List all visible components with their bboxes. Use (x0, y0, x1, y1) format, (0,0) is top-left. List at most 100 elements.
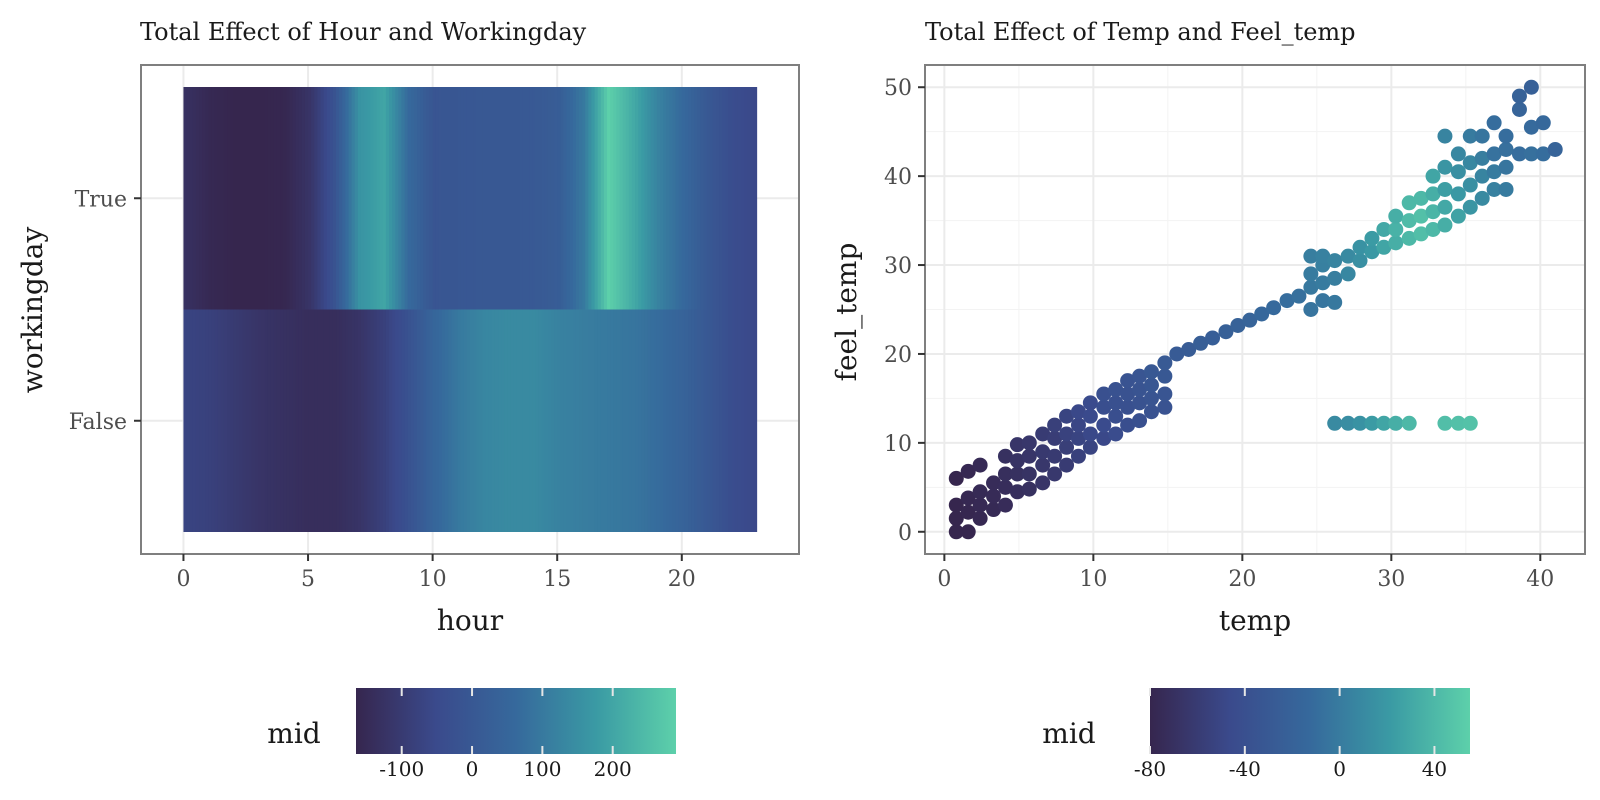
heatmap-cell (650, 309, 655, 532)
scatter-point (1425, 221, 1441, 237)
heatmap-cell (470, 309, 474, 532)
heatmap-cell (672, 87, 677, 310)
heatmap-cell (248, 87, 253, 310)
scatter-point (948, 524, 964, 540)
heatmap-cell (426, 87, 431, 310)
heatmap-cell (398, 87, 403, 310)
heatmap-cell (482, 87, 487, 310)
heatmap-x-tick-label: 10 (419, 567, 447, 592)
heatmap-cell (370, 87, 375, 310)
scatter-point (1388, 415, 1404, 431)
heatmap-cell (360, 309, 365, 532)
scatter-y-tick-label: 50 (884, 76, 912, 101)
heatmap-cell (631, 87, 636, 310)
heatmap-cell (681, 87, 686, 310)
heatmap-cell (404, 87, 409, 310)
heatmap-cell (292, 87, 297, 310)
scatter-point (1070, 430, 1086, 446)
heatmap-cell (423, 309, 427, 532)
heatmap-cell (323, 309, 328, 532)
scatter-point (1462, 128, 1478, 144)
scatter-point (1157, 386, 1173, 402)
heatmap-cell (311, 309, 315, 532)
heatmap-cell (719, 309, 723, 532)
heatmap-legend-tick-label: 100 (523, 757, 561, 781)
scatter-point (948, 470, 964, 486)
scatter-point (1388, 235, 1404, 251)
heatmap-cell (544, 309, 549, 532)
heatmap-cell (329, 87, 334, 310)
scatter-point (986, 502, 1002, 518)
heatmap-cell (183, 309, 188, 532)
heatmap-cell (357, 87, 362, 310)
scatter-point (960, 504, 976, 520)
scatter-point (972, 497, 988, 513)
heatmap-cell (214, 309, 219, 532)
heatmap-cell (591, 87, 596, 310)
heatmap-cell (258, 87, 262, 310)
heatmap-cell (345, 87, 350, 310)
heatmap-cell (750, 87, 755, 310)
scatter-points (948, 79, 1563, 540)
scatter-point (1376, 221, 1392, 237)
heatmap-cell (308, 87, 312, 310)
scatter-point (1511, 101, 1527, 117)
heatmap-cell (320, 309, 325, 532)
heatmap-cell (494, 309, 499, 532)
scatter-point (997, 497, 1013, 513)
heatmap-cell (326, 309, 331, 532)
heatmap-cell (466, 309, 471, 532)
heatmap-cell (498, 87, 502, 310)
heatmap-cell (295, 309, 300, 532)
heatmap-cell (401, 87, 406, 310)
scatter-panel-border (924, 64, 1586, 555)
heatmap-cell (579, 309, 583, 532)
scatter-point (1401, 230, 1417, 246)
heatmap-cell (463, 87, 468, 310)
heatmap-cell (504, 87, 508, 310)
heatmap-x-tick-label: 20 (668, 567, 696, 592)
heatmap-cell (326, 87, 331, 310)
heatmap-cell (286, 87, 290, 310)
heatmap-cell (659, 309, 664, 532)
heatmap-cells (183, 87, 758, 532)
heatmap-y-tick-label: True (75, 187, 127, 212)
heatmap-cell (622, 87, 627, 310)
heatmap-cell (448, 87, 452, 310)
scatter-point (1132, 395, 1148, 411)
scatter-point (1450, 208, 1466, 224)
scatter-point (1218, 324, 1234, 340)
heatmap-cell (675, 87, 680, 310)
heatmap-cell (202, 87, 206, 310)
heatmap-cell (220, 309, 225, 532)
heatmap-cell (638, 309, 642, 532)
heatmap-cell (476, 309, 480, 532)
scatter-point (1157, 399, 1173, 415)
heatmap-cell (616, 309, 621, 532)
heatmap-cell (208, 309, 213, 532)
heatmap-cell (653, 309, 658, 532)
heatmap-cell (547, 87, 552, 310)
scatter-point (1035, 457, 1051, 473)
heatmap-cell (445, 87, 449, 310)
heatmap-cell (691, 309, 695, 532)
heatmap-cell (628, 309, 633, 532)
heatmap-cell (684, 309, 689, 532)
heatmap-legend-tick-label: 0 (466, 757, 479, 781)
heatmap-cell (725, 309, 730, 532)
heatmap-cell (429, 309, 434, 532)
heatmap-cell (373, 309, 378, 532)
scatter-point (1327, 415, 1343, 431)
scatter-point (1059, 408, 1075, 424)
scatter-point (1437, 199, 1453, 215)
heatmap-cell (438, 87, 443, 310)
heatmap-cell (251, 309, 256, 532)
scatter-point (1450, 164, 1466, 180)
scatter-point (1401, 195, 1417, 211)
scatter-point (1462, 155, 1478, 171)
heatmap-x-tick-label: 15 (543, 567, 571, 592)
scatter-point (1096, 386, 1112, 402)
heatmap-cell (709, 309, 714, 532)
scatter-point (1547, 141, 1563, 157)
heatmap-cell (541, 309, 546, 532)
